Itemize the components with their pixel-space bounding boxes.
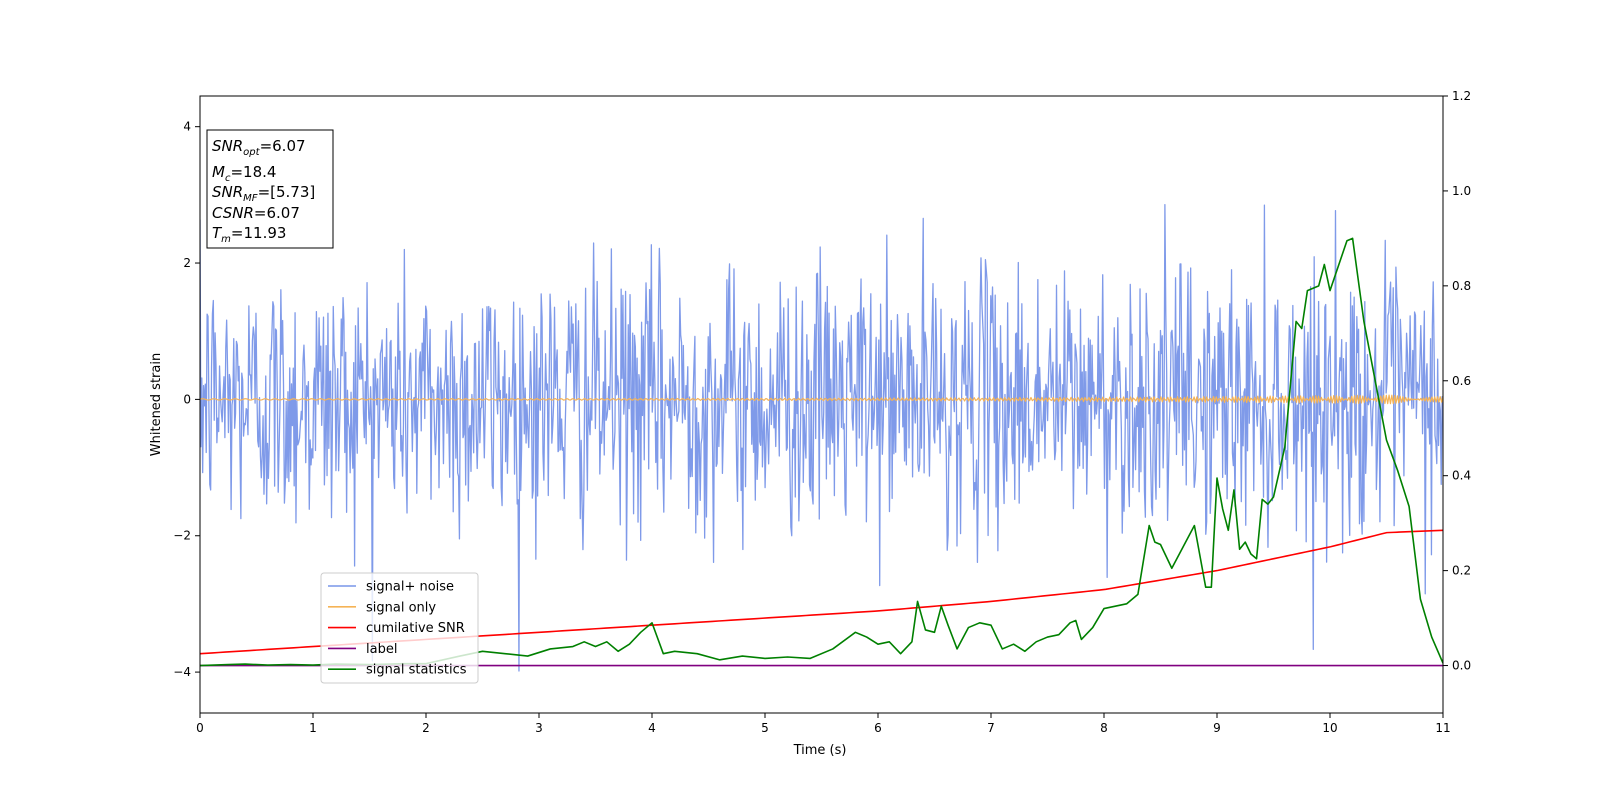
- annotation-line: CSNR=6.07: [212, 204, 300, 222]
- x-axis-label: Time (s): [793, 743, 847, 758]
- legend-label: label: [366, 642, 397, 657]
- y-right-tick-label: 0.6: [1452, 374, 1471, 388]
- y-right-tick-label: 0.0: [1452, 659, 1471, 673]
- x-tick-label: 7: [987, 721, 995, 735]
- x-tick-label: 6: [874, 721, 882, 735]
- x-tick-label: 8: [1100, 721, 1108, 735]
- legend-label: cumilative SNR: [366, 621, 465, 636]
- y-axis-label: Whitened strain: [149, 353, 164, 456]
- x-tick-label: 5: [761, 721, 769, 735]
- y-left-tick-label: −4: [173, 665, 191, 679]
- y-right-tick-label: 1.2: [1452, 89, 1471, 103]
- annotation-frame: [206, 129, 334, 249]
- legend-label: signal+ noise: [366, 580, 454, 595]
- legend: signal+ noise signal only cumilative SNR la…: [320, 572, 479, 684]
- y-left-tick-label: 0: [183, 392, 191, 406]
- y-right-tick-label: 0.2: [1452, 564, 1471, 578]
- y-right-tick-label: 0.8: [1452, 279, 1471, 293]
- x-tick-label: 10: [1322, 721, 1337, 735]
- annotation-line: SNRMF=[5.73]: [212, 183, 315, 204]
- series-line-signal-noise: [200, 204, 1443, 672]
- axes-layer: 0 1 2 3 4 5 6 7 8 9 10 11 −4 −2 0 2 4 0.0 0.2 0.4 0.6 0.8 1.0 1…: [173, 89, 1471, 735]
- legend-frame: [320, 572, 479, 684]
- x-tick-label: 1: [309, 721, 317, 735]
- y-right-tick-label: 0.4: [1452, 469, 1471, 483]
- series-line-signal-only: [200, 394, 1443, 405]
- x-tick-label: 11: [1435, 721, 1450, 735]
- y-left-tick-label: 2: [183, 256, 191, 270]
- y-left-tick-label: −2: [173, 529, 191, 543]
- legend-label: signal statistics: [366, 663, 467, 678]
- plot-frame: [199, 95, 1444, 714]
- x-tick-label: 4: [648, 721, 656, 735]
- x-tick-label: 9: [1213, 721, 1221, 735]
- annotation-line: SNRopt=6.07: [212, 137, 306, 158]
- y-left-tick-label: 4: [183, 120, 191, 134]
- y-right-tick-label: 1.0: [1452, 184, 1471, 198]
- x-tick-label: 0: [196, 721, 204, 735]
- x-tick-label: 2: [422, 721, 430, 735]
- series-line-signal-statistics: [200, 237, 1443, 667]
- legend-label: signal only: [366, 600, 436, 615]
- annotation-line: Mc=18.4: [212, 163, 276, 184]
- annotation-line: Tm=11.93: [212, 224, 286, 245]
- x-tick-label: 3: [535, 721, 543, 735]
